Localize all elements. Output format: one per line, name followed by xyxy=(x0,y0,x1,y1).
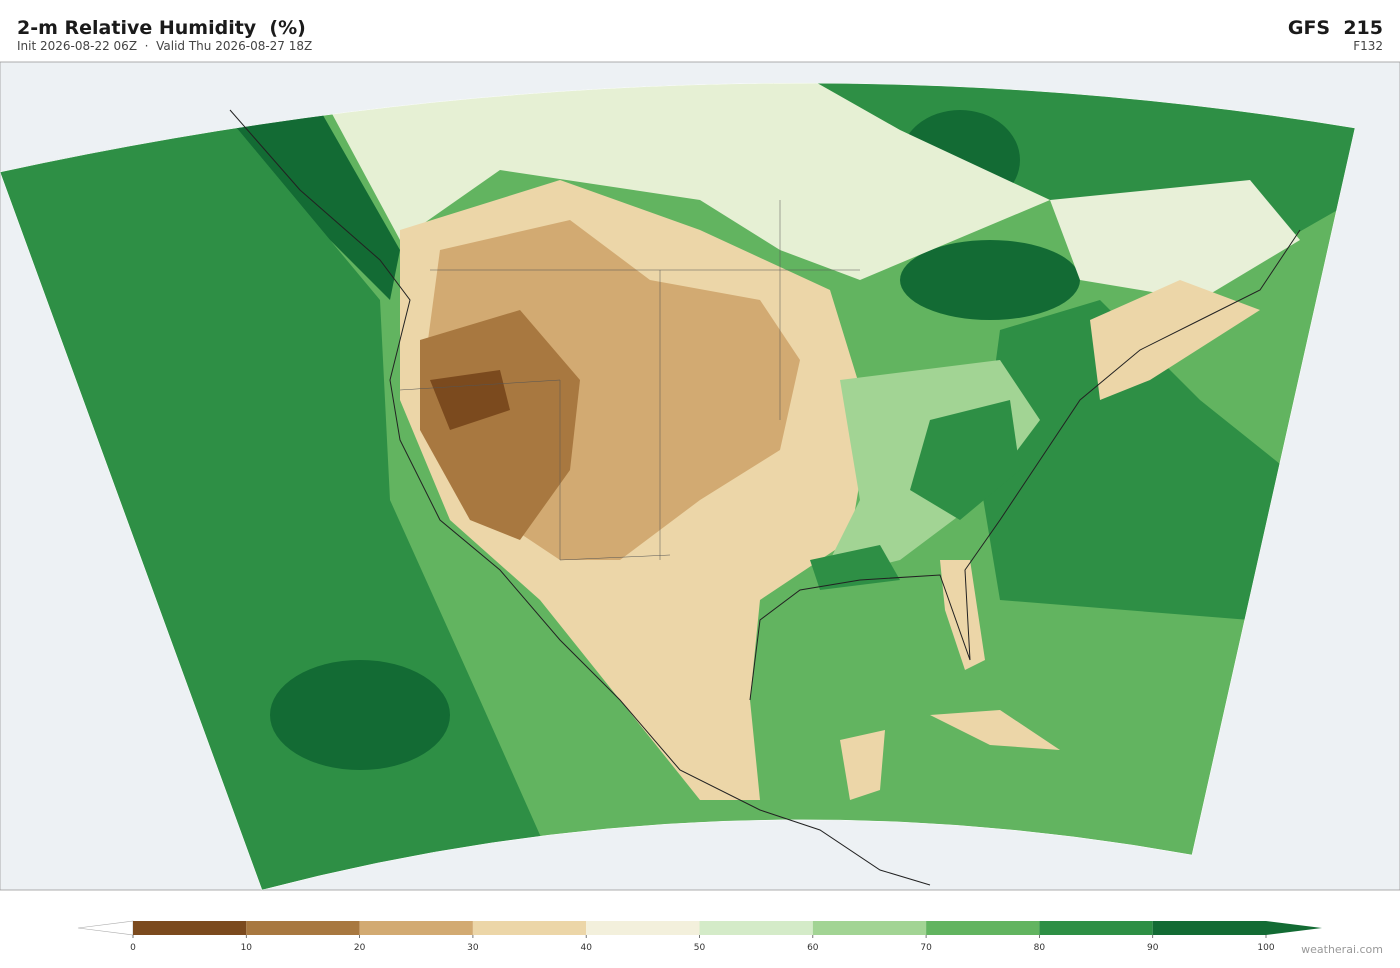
color-bin xyxy=(472,921,587,935)
coastline xyxy=(229,109,931,886)
coastline xyxy=(749,229,1301,701)
tick-label: 0 xyxy=(130,943,136,953)
color-bin xyxy=(133,921,247,935)
tick-label: 80 xyxy=(1034,943,1046,953)
tick-label: 100 xyxy=(1257,943,1274,953)
subtitle: Init 2026-08-22 06Z · Valid Thu 2026-08-… xyxy=(17,39,312,53)
tick-label: 50 xyxy=(694,943,706,953)
color-bin xyxy=(1039,921,1153,935)
color-bin xyxy=(812,921,927,935)
borders xyxy=(399,200,860,561)
color-bin xyxy=(699,921,813,935)
title: 2-m Relative Humidity (%) xyxy=(17,17,306,39)
color-bin xyxy=(926,921,1040,935)
color-bin xyxy=(359,921,473,935)
tick-label: 30 xyxy=(467,943,479,953)
over-extension xyxy=(1266,921,1322,935)
color-bin xyxy=(586,921,700,935)
tick-label: 40 xyxy=(580,943,592,953)
model: GFS 215 xyxy=(1288,17,1383,39)
tick-label: 60 xyxy=(807,943,819,953)
under-extension xyxy=(77,920,134,936)
humidity-field xyxy=(0,83,1355,891)
watermark: weatherai.com xyxy=(1301,943,1383,956)
tick-label: 20 xyxy=(354,943,366,953)
tick-label: 10 xyxy=(241,943,253,953)
tick-label: 70 xyxy=(920,943,932,953)
color-bin xyxy=(1152,921,1266,935)
colorbar: 0 10 20 30 40 50 60 70 80 90 100 xyxy=(77,920,1322,953)
tick-label: 90 xyxy=(1147,943,1159,953)
forecast-hour: F132 xyxy=(1353,39,1383,53)
map xyxy=(0,61,1400,891)
color-bin xyxy=(246,921,360,935)
